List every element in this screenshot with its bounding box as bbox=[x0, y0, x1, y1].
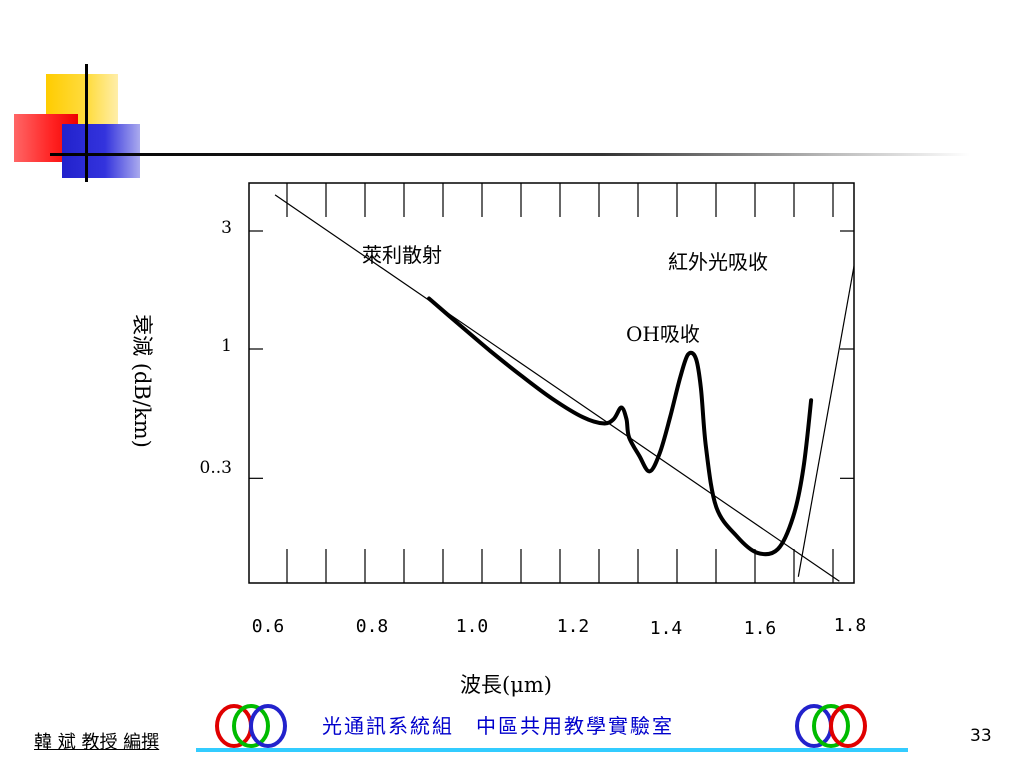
x-tick-label-1.4: 1.4 bbox=[650, 618, 683, 639]
ring-red-right bbox=[829, 704, 867, 748]
decor-vertical-line bbox=[85, 64, 88, 182]
x-tick-label-0.8: 0.8 bbox=[356, 616, 389, 637]
annotation-oh: OH吸收 bbox=[626, 322, 700, 346]
infrared-absorption-line bbox=[797, 262, 854, 577]
y-tick-label-1: 1 bbox=[221, 336, 232, 356]
author-credit: 韓 斌 教授 編撰 bbox=[34, 732, 160, 753]
reference-lines bbox=[274, 194, 854, 582]
y-tick-label-0.3: 0..3 bbox=[200, 458, 232, 478]
y-tick-label-3: 3 bbox=[221, 218, 232, 238]
attenuation-curve bbox=[427, 296, 814, 557]
annotation-infrared: 紅外光吸收 bbox=[668, 250, 768, 274]
plot-border bbox=[248, 182, 855, 584]
rings-logo-left bbox=[215, 704, 287, 748]
x-tick-label-1.8: 1.8 bbox=[834, 615, 867, 636]
page-number: 33 bbox=[970, 726, 992, 746]
ring-green-right bbox=[812, 704, 850, 748]
y-axis-label: 衰減 (dB/km) bbox=[130, 314, 154, 448]
rayleigh-scattering-line bbox=[274, 194, 840, 582]
ring-green-left bbox=[232, 704, 270, 748]
x-tick-label-1.2: 1.2 bbox=[557, 616, 590, 637]
footer-underline bbox=[196, 748, 908, 752]
annotation-rayleigh: 萊利散射 bbox=[362, 243, 442, 267]
x-tick-label-0.6: 0.6 bbox=[252, 616, 285, 637]
ring-blue-left bbox=[249, 704, 287, 748]
x-tick-label-1.0: 1.0 bbox=[456, 616, 489, 637]
chart-ticks bbox=[249, 183, 854, 583]
x-tick-label-1.6: 1.6 bbox=[744, 618, 777, 639]
attenuation-chart: 3 1 0..3 0.6 0.8 1.0 1.2 1.4 1.6 1.8 萊利散… bbox=[130, 182, 867, 697]
decor-horizontal-line bbox=[50, 153, 970, 156]
rings-logo-right bbox=[795, 704, 867, 748]
x-axis-label: 波長(μm) bbox=[460, 673, 552, 697]
department-label: 光通訊系統組 中區共用教學實驗室 bbox=[322, 714, 674, 738]
chart-frame bbox=[248, 182, 855, 584]
decor-blue-square bbox=[62, 124, 140, 178]
attenuation-curves bbox=[427, 296, 814, 557]
